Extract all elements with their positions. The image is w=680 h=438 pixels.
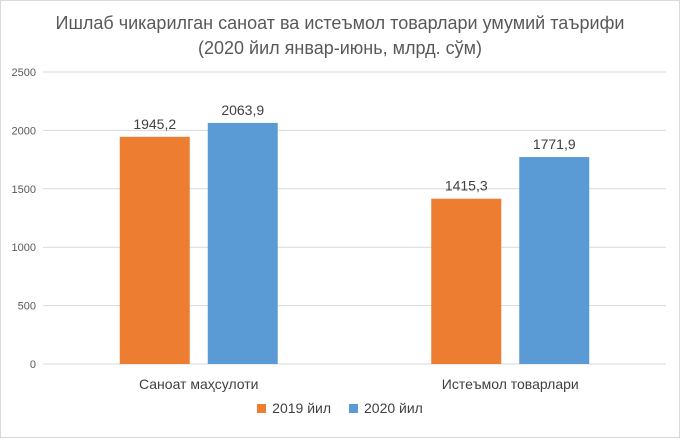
legend-item-2019: 2019 йил	[257, 400, 331, 416]
bar-0-0	[119, 136, 190, 364]
legend-swatch-2019	[257, 403, 267, 413]
category-label-0: Саноат маҳсулоти	[139, 376, 259, 392]
legend-label-2020: 2020 йил	[364, 400, 423, 416]
legend-swatch-2020	[349, 403, 358, 413]
y-tick-label-2000: 2000	[12, 125, 36, 137]
y-tick-label-1500: 1500	[12, 184, 36, 196]
bar-0-1	[207, 122, 278, 364]
y-tick-label-1000: 1000	[12, 242, 36, 254]
bar-1-0	[431, 198, 502, 364]
bar-1-1	[519, 157, 590, 364]
legend-item-2020: 2020 йил	[349, 400, 423, 416]
chart-subtitle: (2020 йил январ-июнь, млрд. сўм)	[198, 38, 482, 58]
y-tick-label-2500: 2500	[12, 67, 36, 79]
data-label-1-0: 1415,3	[445, 178, 488, 194]
legend-label-2019: 2019 йил	[272, 400, 331, 416]
y-tick-label-500: 500	[18, 301, 36, 313]
chart-title: Ишлаб чикарилган саноат ва истеъмол това…	[55, 13, 625, 33]
data-label-1-1: 1771,9	[533, 136, 576, 152]
category-label-1: Истеъмол товарлари	[442, 376, 579, 392]
data-label-0-0: 1945,2	[133, 116, 176, 132]
legend: 2019 йил 2020 йил	[0, 400, 680, 416]
y-tick-label-0: 0	[30, 359, 36, 371]
data-label-0-1: 2063,9	[221, 102, 264, 118]
